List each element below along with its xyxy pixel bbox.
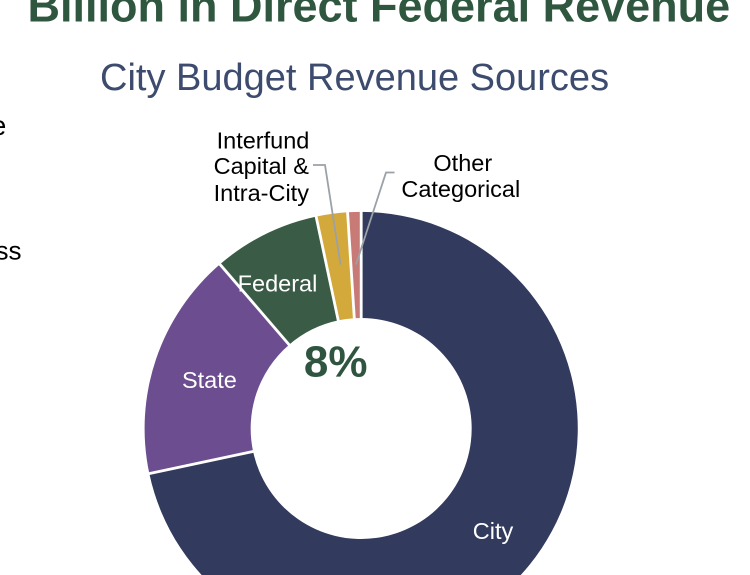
- svg-text:Billion in Direct Federal Reve: Billion in Direct Federal Revenue: [28, 0, 731, 32]
- svg-text:Other: Other: [433, 150, 492, 176]
- svg-text:Categorical: Categorical: [401, 176, 520, 202]
- svg-text:Interfund: Interfund: [217, 127, 310, 153]
- svg-text:Intra-City: Intra-City: [214, 180, 310, 206]
- svg-text:8%: 8%: [304, 337, 368, 386]
- svg-text:ss: ss: [0, 236, 22, 266]
- svg-text:Capital &: Capital &: [214, 153, 310, 179]
- svg-text:Federal: Federal: [238, 271, 318, 297]
- svg-text:City: City: [473, 518, 514, 544]
- svg-text:City Budget Revenue Sources: City Budget Revenue Sources: [100, 57, 609, 99]
- svg-text:e: e: [0, 110, 6, 141]
- svg-text:State: State: [182, 367, 237, 393]
